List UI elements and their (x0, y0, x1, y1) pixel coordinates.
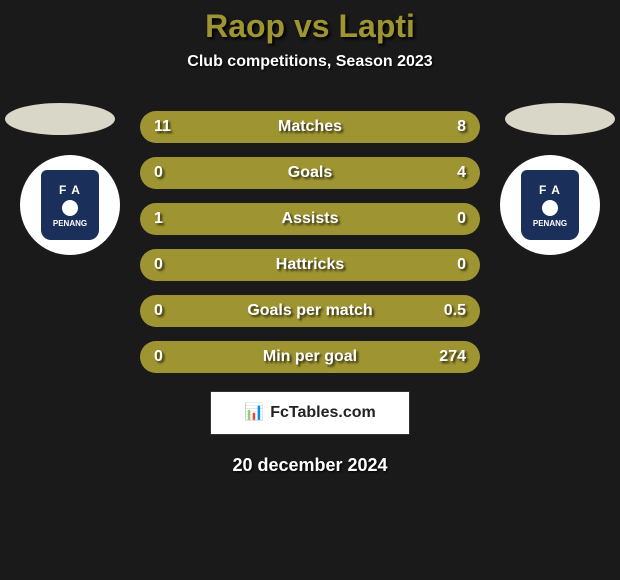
badge-ball-icon (542, 200, 558, 216)
stat-row: 1 Assists 0 (140, 203, 480, 235)
club-badge-left: F A PENANG (20, 155, 120, 255)
stat-row: 0 Goals 4 (140, 157, 480, 189)
stat-left-value: 0 (154, 256, 163, 274)
stat-label: Min per goal (263, 348, 357, 366)
stat-right-value: 274 (439, 348, 466, 366)
page-title: Raop vs Lapti (0, 8, 620, 45)
stat-label: Hattricks (276, 256, 344, 274)
stat-row: 11 Matches 8 (140, 111, 480, 143)
stat-row: 0 Hattricks 0 (140, 249, 480, 281)
stat-left-value: 0 (154, 164, 163, 182)
badge-top-text-right: F A (539, 183, 561, 197)
stat-right-value: 4 (457, 164, 466, 182)
player-avatar-right (505, 103, 615, 135)
stat-right-value: 0.5 (444, 302, 466, 320)
badge-ball-icon (62, 200, 78, 216)
stat-bars: 11 Matches 8 0 Goals 4 1 Assists 0 0 Hattricks 0 0 Go… (140, 111, 480, 373)
stat-left-value: 0 (154, 348, 163, 366)
badge-bottom-text-left: PENANG (53, 219, 87, 228)
stat-right-value: 0 (457, 256, 466, 274)
stat-right-value: 0 (457, 210, 466, 228)
branding-text: FcTables.com (270, 404, 376, 422)
stat-label: Matches (278, 118, 342, 136)
stat-left-value: 1 (154, 210, 163, 228)
content-area: F A PENANG F A PENANG 11 Matches 8 0 Goals 4 1… (0, 111, 620, 476)
stat-right-value: 8 (457, 118, 466, 136)
stat-left-value: 0 (154, 302, 163, 320)
comparison-card: Raop vs Lapti Club competitions, Season … (0, 0, 620, 476)
chart-icon: 📊 (244, 405, 264, 421)
stat-left-value: 11 (154, 118, 171, 136)
badge-shield-left: F A PENANG (41, 170, 99, 240)
branding-box[interactable]: 📊 FcTables.com (210, 391, 410, 435)
stat-label: Goals per match (247, 302, 372, 320)
stat-row: 0 Min per goal 274 (140, 341, 480, 373)
stat-label: Goals (288, 164, 332, 182)
badge-bottom-text-right: PENANG (533, 219, 567, 228)
badge-top-text-left: F A (59, 183, 81, 197)
date-label: 20 december 2024 (0, 455, 620, 476)
club-badge-right: F A PENANG (500, 155, 600, 255)
badge-shield-right: F A PENANG (521, 170, 579, 240)
player-avatar-left (5, 103, 115, 135)
stat-row: 0 Goals per match 0.5 (140, 295, 480, 327)
subtitle: Club competitions, Season 2023 (0, 53, 620, 71)
stat-label: Assists (282, 210, 339, 228)
